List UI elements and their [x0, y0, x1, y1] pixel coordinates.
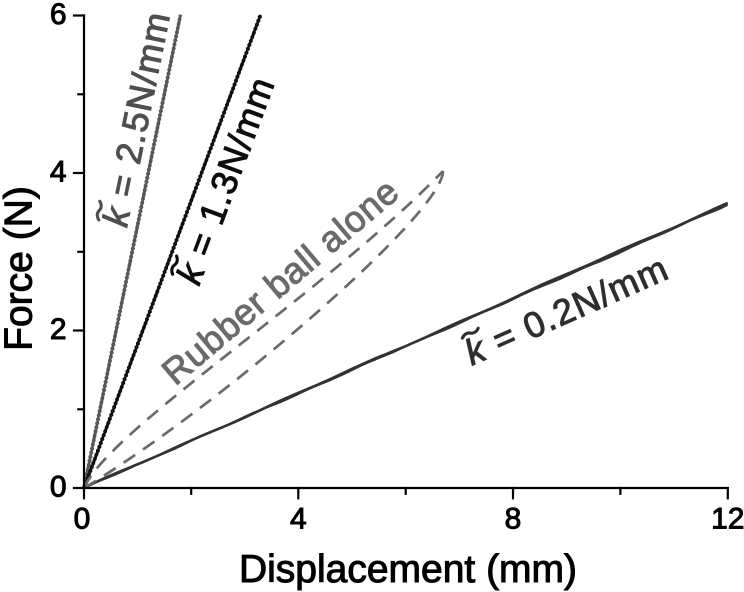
svg-text:2: 2	[50, 313, 67, 346]
svg-text:4: 4	[290, 502, 307, 535]
svg-text:0: 0	[74, 502, 91, 535]
svg-text:12: 12	[711, 502, 744, 535]
svg-text:6: 6	[50, 0, 67, 31]
svg-text:8: 8	[505, 502, 522, 535]
svg-text:Force (N): Force (N)	[0, 186, 41, 351]
svg-text:0: 0	[50, 470, 67, 503]
svg-text:Displacement (mm): Displacement (mm)	[239, 548, 577, 591]
svg-text:4: 4	[50, 155, 67, 188]
